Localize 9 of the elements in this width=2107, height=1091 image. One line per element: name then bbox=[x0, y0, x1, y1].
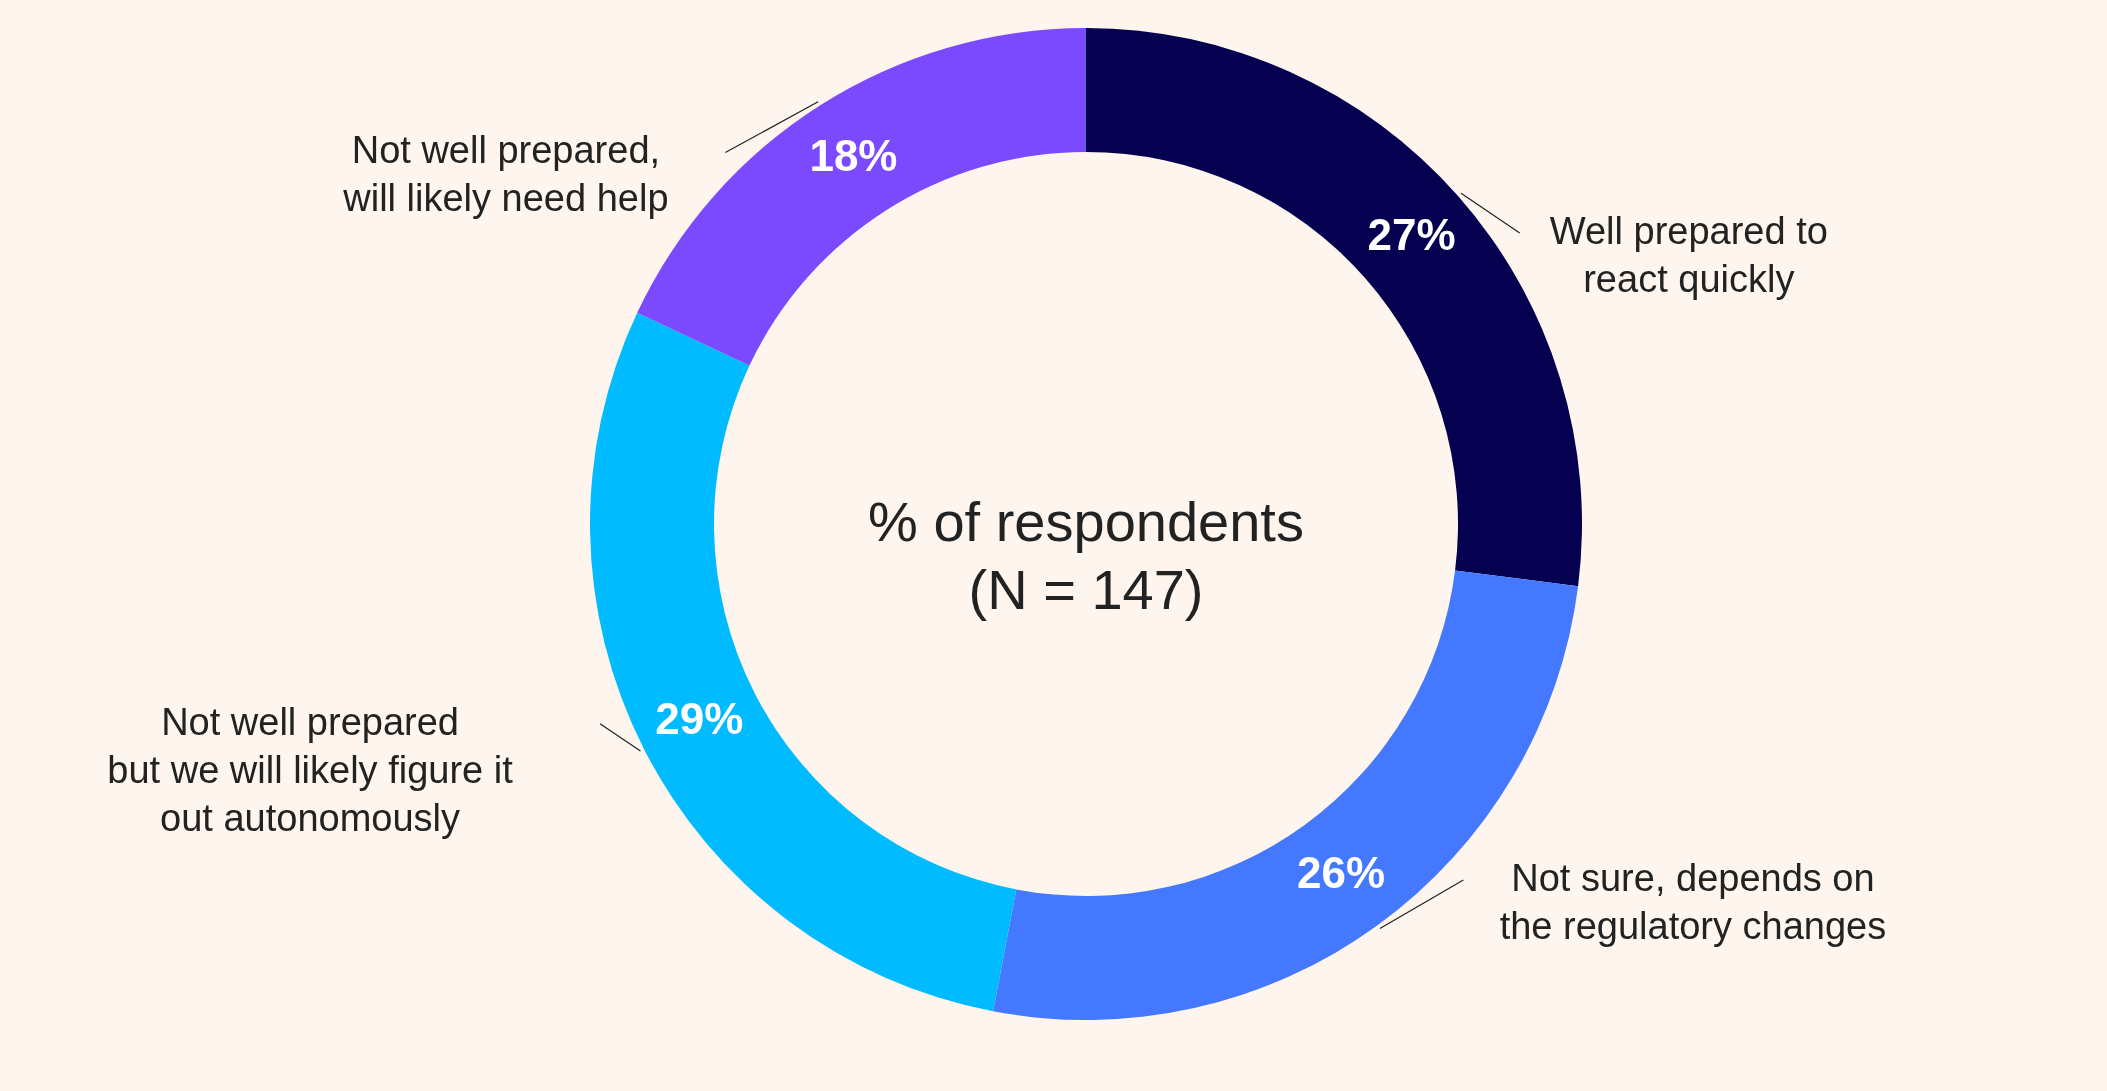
data-label: 27% bbox=[1367, 209, 1456, 259]
data-label: 26% bbox=[1297, 848, 1386, 898]
text: % of respondents (N = 147) bbox=[868, 490, 1304, 621]
slice-label: Not well prepared, will likely need help bbox=[342, 129, 669, 220]
slice-label: Well prepared to react quickly bbox=[1549, 210, 1828, 301]
slice-label: Not well prepared but we will likely figure it out autonomously bbox=[107, 700, 514, 839]
slice-label: Not sure, depends on the regulatory changes bbox=[1499, 856, 1887, 947]
data-label: 29% bbox=[655, 694, 744, 744]
data-label: 18% bbox=[809, 130, 898, 180]
